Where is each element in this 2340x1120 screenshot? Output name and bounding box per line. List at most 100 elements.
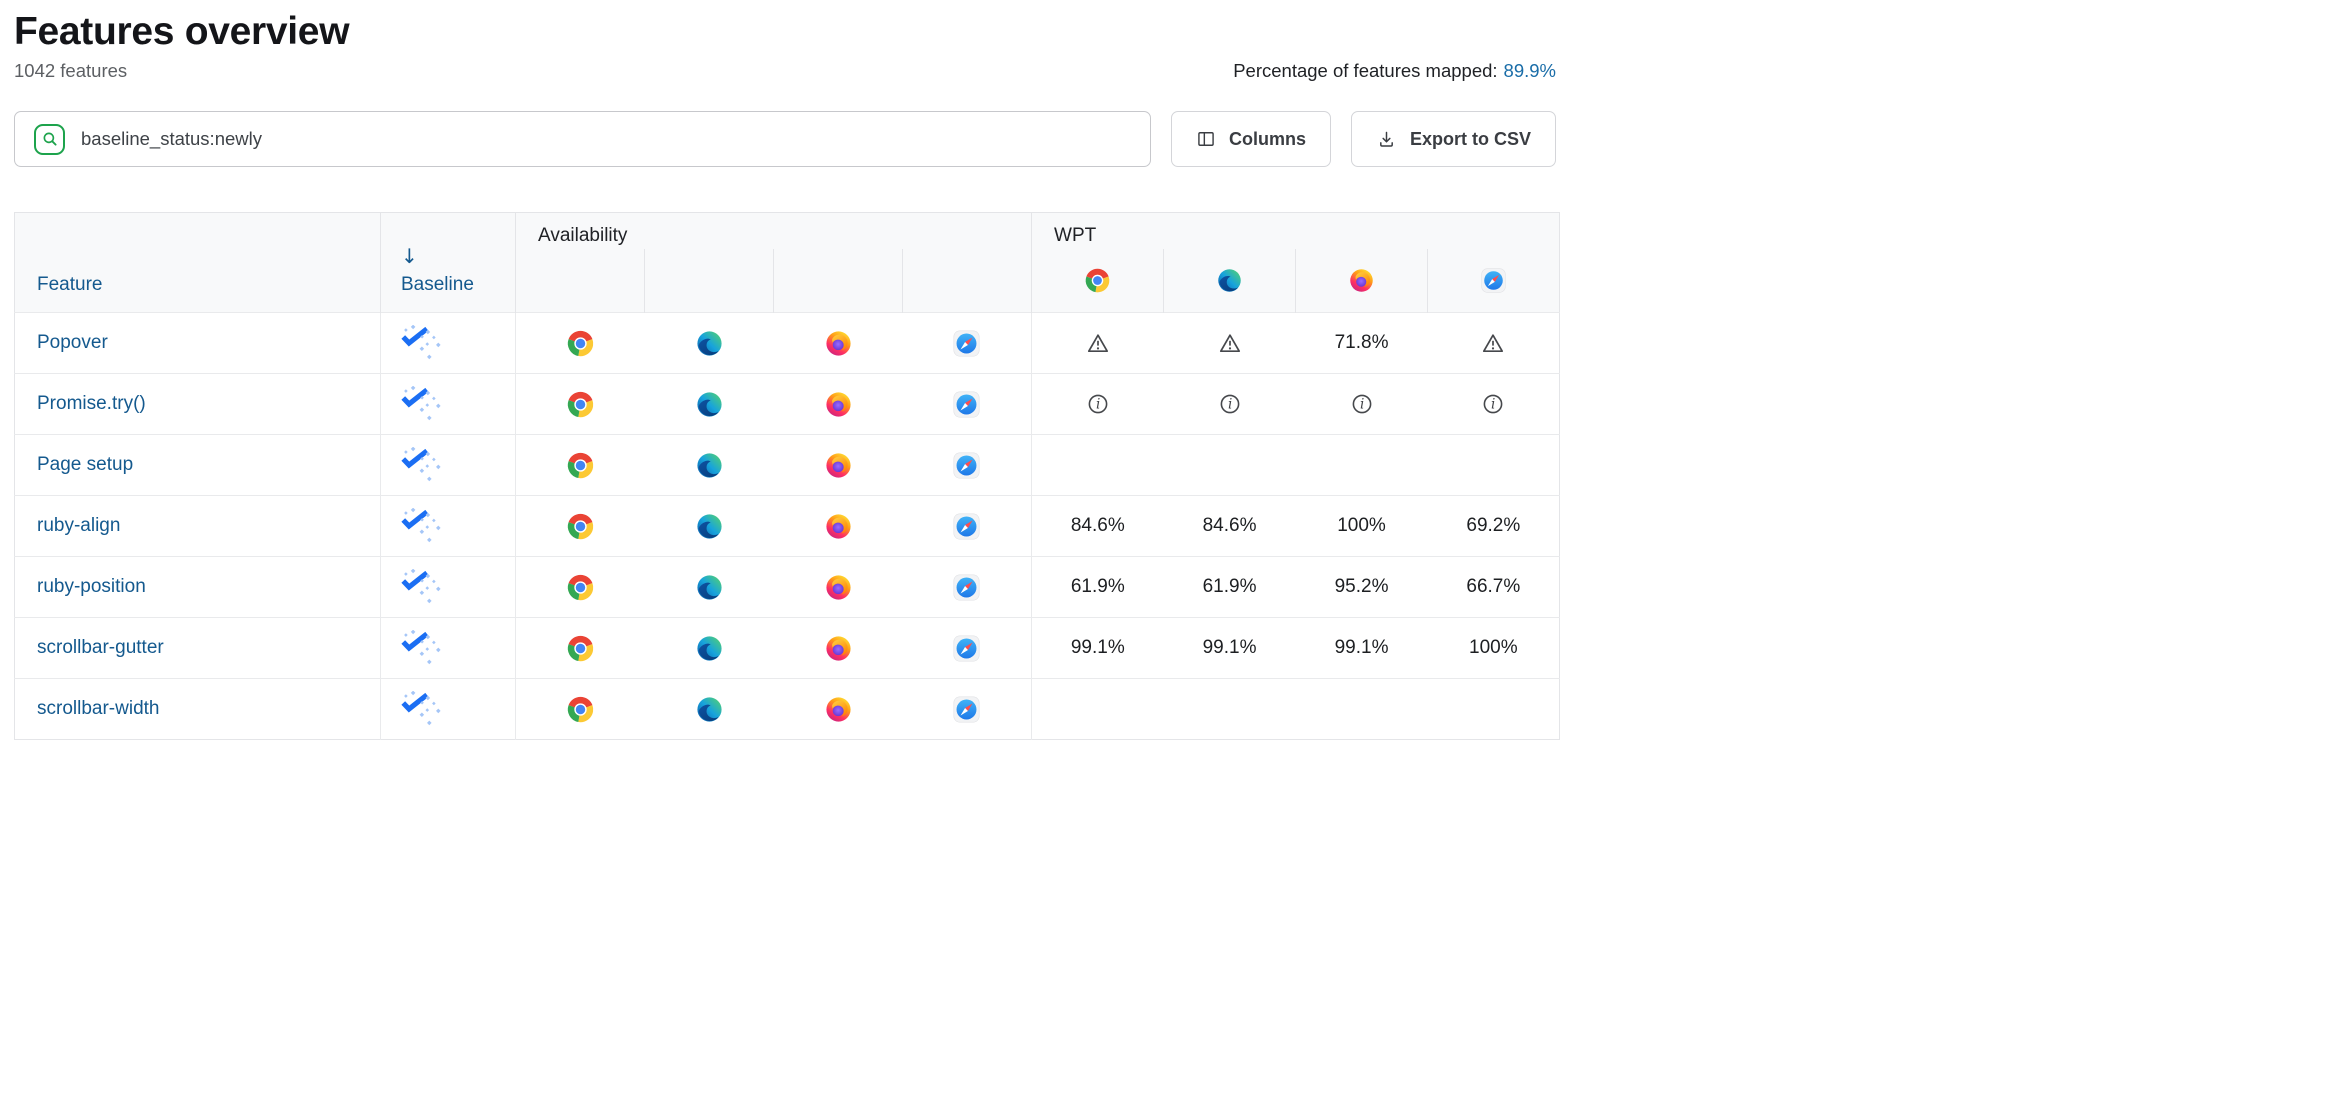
info-icon[interactable] <box>1086 392 1110 416</box>
chrome-icon <box>1084 267 1111 294</box>
warning-icon[interactable] <box>1218 331 1242 355</box>
wpt-score: 61.9% <box>1202 576 1257 597</box>
safari-icon <box>952 512 981 541</box>
safari-icon <box>952 573 981 602</box>
feature-link[interactable]: Page setup <box>37 454 134 475</box>
safari-icon <box>952 695 981 724</box>
table-row: Page setup <box>14 434 1560 496</box>
edge-icon <box>695 512 724 541</box>
firefox-icon <box>824 390 853 419</box>
safari-icon <box>952 634 981 663</box>
edge-icon <box>695 390 724 419</box>
mapped-summary: Percentage of features mapped: 89.9% <box>1233 60 1556 82</box>
page-title: Features overview <box>14 10 350 53</box>
chrome-icon <box>566 573 595 602</box>
wpt-score: 100% <box>1469 637 1518 658</box>
baseline-newly-icon <box>401 325 442 361</box>
search-input[interactable] <box>81 128 1136 150</box>
firefox-icon <box>824 329 853 358</box>
page: Features overview 1042 features Percenta… <box>0 0 1561 740</box>
firefox-icon <box>824 512 853 541</box>
wpt-browser-header <box>1295 248 1428 313</box>
feature-count: 1042 features <box>14 60 128 81</box>
wpt-score: 99.1% <box>1334 637 1389 658</box>
availability-subheader <box>773 248 903 313</box>
mapped-label: Percentage of features mapped: <box>1233 60 1498 81</box>
availability-subheader <box>644 248 774 313</box>
wpt-score: 99.1% <box>1202 637 1257 658</box>
safari-icon <box>952 329 981 358</box>
edge-icon <box>1216 267 1243 294</box>
baseline-newly-icon <box>401 691 442 727</box>
meta-row: 1042 features Percentage of features map… <box>14 60 1556 82</box>
availability-subheader <box>901 248 1032 313</box>
column-group-wpt: WPT <box>1031 212 1560 249</box>
features-table: Feature ↓ Baseline Availability WPT <box>14 212 1561 740</box>
feature-link[interactable]: scrollbar-width <box>37 698 160 719</box>
info-icon[interactable] <box>1481 392 1505 416</box>
chrome-icon <box>566 451 595 480</box>
safari-icon <box>952 451 981 480</box>
wpt-score: 61.9% <box>1070 576 1125 597</box>
table-row: Promise.try() <box>14 373 1560 435</box>
sort-descending-icon: ↓ <box>401 244 418 268</box>
column-header-baseline[interactable]: ↓ Baseline <box>380 212 516 313</box>
baseline-newly-icon <box>401 386 442 422</box>
chrome-icon <box>566 329 595 358</box>
download-icon <box>1376 129 1397 150</box>
table-row: scrollbar-width <box>14 678 1560 740</box>
baseline-newly-icon <box>401 569 442 605</box>
columns-icon <box>1196 129 1216 149</box>
edge-icon <box>695 634 724 663</box>
info-icon[interactable] <box>1218 392 1242 416</box>
feature-link[interactable]: ruby-align <box>37 515 121 536</box>
columns-button-label: Columns <box>1228 128 1306 149</box>
search-icon <box>34 123 65 155</box>
wpt-score: 69.2% <box>1466 515 1521 536</box>
wpt-browser-header <box>1163 248 1296 313</box>
column-header-feature[interactable]: Feature <box>14 212 381 313</box>
safari-icon <box>1480 267 1507 294</box>
search-box[interactable] <box>14 111 1151 167</box>
wpt-score: 84.6% <box>1070 515 1125 536</box>
feature-link[interactable]: ruby-position <box>37 576 146 597</box>
info-icon[interactable] <box>1350 392 1374 416</box>
feature-link[interactable]: scrollbar-gutter <box>37 637 164 658</box>
availability-subheader <box>515 248 645 313</box>
edge-icon <box>695 451 724 480</box>
wpt-score: 95.2% <box>1334 576 1389 597</box>
table-row: scrollbar-gutter 99.1% 99.1% 99.1% 100% <box>14 617 1560 679</box>
warning-icon[interactable] <box>1481 331 1505 355</box>
chrome-icon <box>566 390 595 419</box>
firefox-icon <box>1348 267 1375 294</box>
chrome-icon <box>566 634 595 663</box>
edge-icon <box>695 573 724 602</box>
mapped-percentage-link[interactable]: 89.9% <box>1503 60 1556 81</box>
toolbar: Columns Export to CSV <box>14 111 1556 167</box>
chrome-icon <box>566 512 595 541</box>
wpt-score: 100% <box>1337 515 1386 536</box>
edge-icon <box>695 695 724 724</box>
columns-button[interactable]: Columns <box>1170 111 1331 167</box>
export-csv-button[interactable]: Export to CSV <box>1350 111 1556 167</box>
baseline-newly-icon <box>401 508 442 544</box>
feature-link[interactable]: Popover <box>37 332 108 353</box>
firefox-icon <box>824 695 853 724</box>
wpt-browser-header <box>1427 248 1560 313</box>
column-group-availability: Availability <box>515 212 1032 249</box>
export-csv-button-label: Export to CSV <box>1409 128 1531 149</box>
wpt-score: 66.7% <box>1466 576 1521 597</box>
table-row: ruby-align 84.6% 84.6% 100% 69.2% <box>14 495 1560 557</box>
table-row: ruby-position 61.9% 61.9% 95.2% 66.7% <box>14 556 1560 618</box>
firefox-icon <box>824 451 853 480</box>
chrome-icon <box>566 695 595 724</box>
warning-icon[interactable] <box>1086 331 1110 355</box>
table-row: Popover 71.8% <box>14 312 1560 374</box>
edge-icon <box>695 329 724 358</box>
wpt-score: 71.8% <box>1334 332 1389 353</box>
feature-link[interactable]: Promise.try() <box>37 393 146 414</box>
wpt-score: 99.1% <box>1070 637 1125 658</box>
baseline-newly-icon <box>401 447 442 483</box>
safari-icon <box>952 390 981 419</box>
wpt-score: 84.6% <box>1202 515 1257 536</box>
